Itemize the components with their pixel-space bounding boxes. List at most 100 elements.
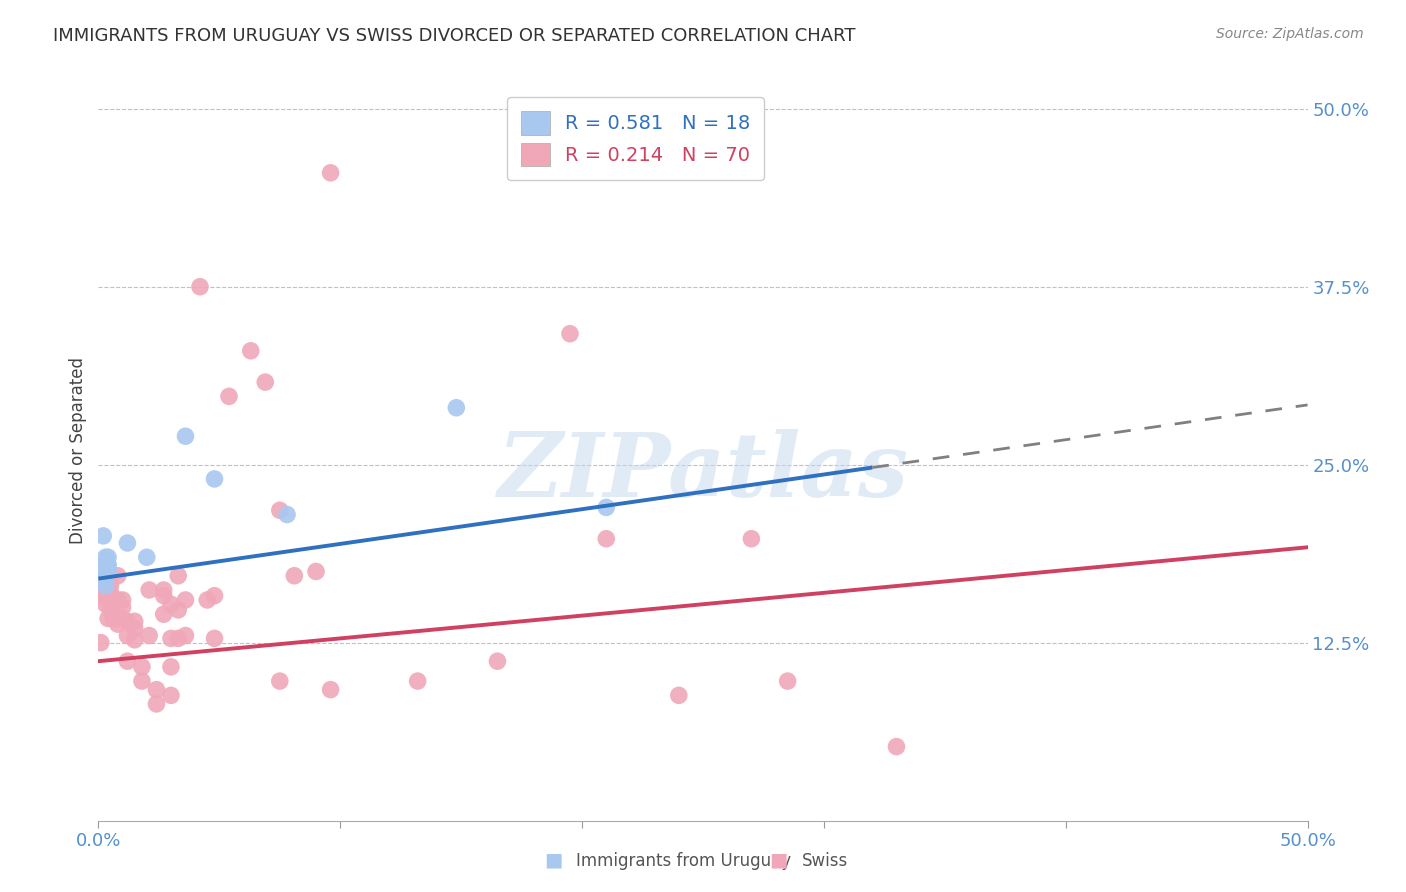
Point <box>94 597 117 611</box>
Point <box>111 593 134 607</box>
Text: ■: ■ <box>769 851 787 870</box>
Point <box>305 565 328 579</box>
Point <box>269 674 291 689</box>
Point <box>152 589 174 603</box>
Point <box>319 682 342 697</box>
Point <box>97 560 120 574</box>
Y-axis label: Divorced or Separated: Divorced or Separated <box>69 357 87 544</box>
Point <box>117 654 139 668</box>
Point <box>595 500 617 515</box>
Point <box>100 579 122 593</box>
Point <box>90 635 112 649</box>
Point <box>668 689 690 703</box>
Text: IMMIGRANTS FROM URUGUAY VS SWISS DIVORCED OR SEPARATED CORRELATION CHART: IMMIGRANTS FROM URUGUAY VS SWISS DIVORCE… <box>53 27 856 45</box>
Point <box>124 622 146 636</box>
Point <box>886 739 908 754</box>
Point <box>107 617 129 632</box>
Point <box>145 682 167 697</box>
Point <box>91 589 114 603</box>
Point <box>152 607 174 622</box>
Point <box>558 326 581 341</box>
Point <box>91 582 114 597</box>
Point <box>204 472 226 486</box>
Point <box>97 550 120 565</box>
Point <box>91 579 114 593</box>
Text: Immigrants from Uruguay: Immigrants from Uruguay <box>576 852 792 870</box>
Point <box>131 660 153 674</box>
Point <box>283 568 305 582</box>
Point <box>91 572 114 586</box>
Point <box>188 279 211 293</box>
Point <box>94 550 117 565</box>
Point <box>595 532 617 546</box>
Point <box>406 674 429 689</box>
Point <box>160 689 183 703</box>
Point <box>94 586 117 600</box>
Point <box>107 593 129 607</box>
Point <box>97 593 120 607</box>
Point <box>204 632 226 646</box>
Point <box>117 628 139 642</box>
Point <box>138 628 160 642</box>
Point <box>167 632 190 646</box>
Point <box>100 603 122 617</box>
Point <box>167 568 190 582</box>
Point <box>195 593 218 607</box>
Point <box>91 565 114 579</box>
Point <box>97 558 120 572</box>
Point <box>138 582 160 597</box>
Point <box>94 568 117 582</box>
Point <box>91 529 114 543</box>
Point <box>446 401 468 415</box>
Text: Swiss: Swiss <box>801 852 848 870</box>
Point <box>319 166 342 180</box>
Point <box>97 582 120 597</box>
Point <box>94 579 117 593</box>
Point <box>117 615 139 629</box>
Text: ■: ■ <box>544 851 562 870</box>
Point <box>94 591 117 606</box>
Point <box>160 660 183 674</box>
Point <box>124 615 146 629</box>
Point <box>486 654 509 668</box>
Point <box>218 389 240 403</box>
Point <box>152 582 174 597</box>
Point <box>776 674 799 689</box>
Point <box>269 503 291 517</box>
Point <box>145 697 167 711</box>
Point <box>101 597 124 611</box>
Point <box>94 565 117 579</box>
Point <box>94 586 117 600</box>
Point <box>254 375 277 389</box>
Point <box>94 574 117 589</box>
Point <box>100 593 122 607</box>
Point <box>124 632 146 647</box>
Point <box>117 536 139 550</box>
Point <box>167 603 190 617</box>
Point <box>131 674 153 689</box>
Point <box>94 589 117 603</box>
Point <box>97 611 120 625</box>
Point <box>160 597 183 611</box>
Point <box>239 343 262 358</box>
Point <box>101 611 124 625</box>
Point <box>97 574 120 589</box>
Point <box>174 628 197 642</box>
Text: ZIPatlas: ZIPatlas <box>498 429 908 516</box>
Point <box>97 565 120 579</box>
Legend: R = 0.581   N = 18, R = 0.214   N = 70: R = 0.581 N = 18, R = 0.214 N = 70 <box>508 97 765 180</box>
Point <box>204 589 226 603</box>
Point <box>107 611 129 625</box>
Point <box>740 532 762 546</box>
Point <box>276 508 298 522</box>
Point <box>107 568 129 582</box>
Point <box>174 429 197 443</box>
Point <box>174 593 197 607</box>
Point <box>100 586 122 600</box>
Point <box>94 572 117 586</box>
Point <box>111 611 134 625</box>
Point <box>111 600 134 615</box>
Point <box>135 550 157 565</box>
Text: Source: ZipAtlas.com: Source: ZipAtlas.com <box>1216 27 1364 41</box>
Point <box>160 632 183 646</box>
